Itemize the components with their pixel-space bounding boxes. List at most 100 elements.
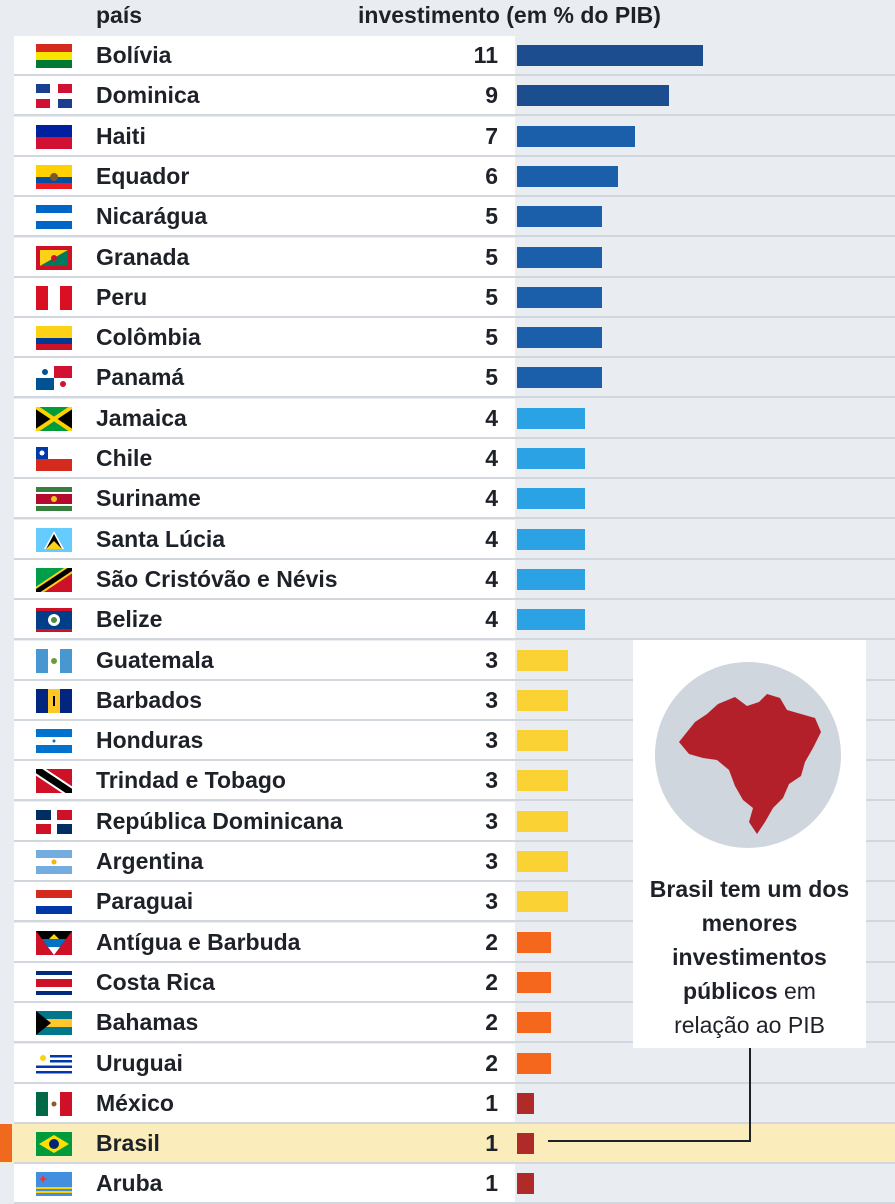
data-label: 4 [485,445,498,471]
bar [517,810,568,832]
data-label: 9 [485,82,498,109]
callout-line-3: investimentos [672,944,827,970]
row-background [14,1164,515,1203]
row-background [14,519,515,558]
row-separator [14,799,895,802]
data-label: 11 [473,42,498,68]
suriname-flag-icon [36,487,72,512]
paraguay-flag-icon [36,890,72,915]
table-row: Santa Lúcia 4 [0,519,895,560]
data-label: 2 [485,1009,498,1036]
table-row: Chile 4 [0,439,895,479]
country-label: Suriname [96,485,201,512]
row-background [14,801,515,840]
row-background [14,1043,515,1082]
country-column-header: país [96,2,143,28]
data-label: 3 [485,686,498,713]
aruba-flag-icon [36,1172,72,1197]
country-label: Dominica [96,82,200,109]
data-label: 5 [485,324,498,351]
data-label: 5 [485,283,498,310]
table-row: Peru 5 [0,277,895,318]
row-background [14,398,515,437]
country-label: Brasil [96,1130,160,1157]
row-background [14,559,515,598]
data-label: 4 [485,565,498,592]
table-row: Antígua e Barbuda 2 [0,922,895,963]
country-label: Nicarágua [96,203,208,230]
bar [517,488,585,510]
saint-lucia-flag-icon [36,527,72,552]
country-label: Panamá [96,364,185,391]
chile-flag-icon [36,447,72,471]
bar [517,367,602,389]
row-separator [14,1121,895,1124]
country-label: República Dominicana [96,807,343,834]
data-label: 1 [485,1089,498,1116]
row-separator [14,1162,895,1165]
table-row: Brasil 1 [0,1124,895,1165]
bar [517,689,568,711]
row-background [14,680,515,719]
data-label: 4 [485,525,498,552]
belize-flag-icon [36,608,72,633]
bar [517,971,551,993]
row-separator [14,436,895,439]
table-row: Dominica 9 [0,76,895,117]
row-separator [14,114,895,117]
row-background [14,600,515,639]
table-row: Suriname 4 [0,479,895,520]
row-separator [14,597,895,600]
bar [517,609,585,631]
bar [517,448,585,469]
table-row: Trindad e Tobago 3 [0,761,895,802]
country-label: Barbados [96,686,203,713]
bar [517,206,602,228]
country-label: Honduras [96,727,204,754]
row-separator [14,275,895,278]
row-separator [14,154,895,157]
highlight-accent [0,1124,12,1163]
data-label: 2 [485,968,498,995]
value-column-header: investimento (em % do PIB) [358,2,661,28]
uruguay-flag-icon [36,1051,72,1076]
data-label: 6 [485,162,498,189]
callout-line-2: menores [701,910,798,936]
country-label: Santa Lúcia [96,525,226,552]
row-separator [14,759,895,762]
data-label: 3 [485,767,498,794]
row-background [14,358,515,397]
callout-line-5: relação ao PIB [674,1012,825,1038]
table-row: Granada 5 [0,237,895,278]
data-label: 4 [485,606,498,633]
row-separator [14,477,895,479]
costa-rica-flag-icon [36,970,72,995]
brazil-flag-icon [36,1132,72,1157]
row-background [14,962,515,1001]
row-separator [14,517,895,520]
argentina-flag-icon [36,850,72,874]
row-background [14,721,515,760]
callout-text: Brasil tem um dos menores investimentos … [633,872,866,1042]
row-separator [14,1041,895,1044]
data-label: 1 [485,1130,498,1157]
country-label: São Cristóvão e Névis [96,565,338,592]
bar [517,1012,551,1034]
panama-flag-icon [36,366,72,391]
country-label: Chile [96,445,153,471]
barbados-flag-icon [36,688,72,713]
row-separator [14,1000,895,1003]
haiti-flag-icon [36,124,72,149]
data-label: 2 [485,1049,498,1076]
table-row: Haiti 7 [0,116,895,157]
data-label: 4 [485,404,498,431]
mexico-flag-icon [36,1091,72,1116]
row-separator [14,920,895,923]
row-background [14,116,515,155]
chart-header: país investimento (em % do PIB) [0,0,895,34]
row-background [14,1003,515,1042]
row-background [14,761,515,800]
row-separator [14,880,895,882]
country-label: Uruguai [96,1049,183,1076]
